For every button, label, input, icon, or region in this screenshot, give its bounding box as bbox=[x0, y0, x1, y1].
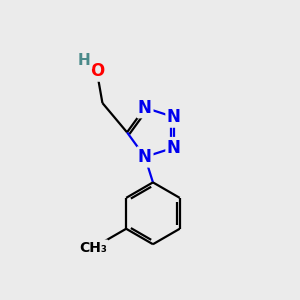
Text: CH₃: CH₃ bbox=[79, 241, 107, 255]
Text: N: N bbox=[167, 139, 181, 157]
Text: O: O bbox=[90, 62, 104, 80]
Text: N: N bbox=[138, 148, 152, 166]
Text: H: H bbox=[78, 53, 91, 68]
Text: N: N bbox=[138, 99, 152, 117]
Text: N: N bbox=[167, 108, 181, 126]
